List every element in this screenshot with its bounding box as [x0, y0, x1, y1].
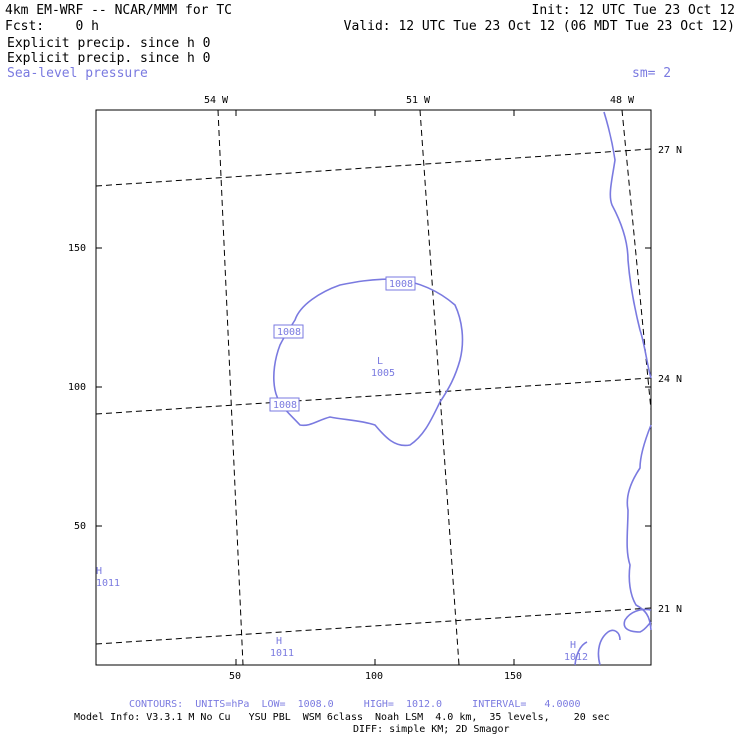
field-label-2: Explicit precip. since h 0	[7, 51, 211, 66]
lon-51w	[419, 109, 460, 666]
lat-21n	[95, 607, 652, 645]
high-symbol: H	[276, 636, 283, 647]
init-time: Init: 12 UTC Tue 23 Oct 12	[531, 3, 736, 18]
lon-54w	[217, 109, 244, 666]
latlon-grid	[95, 109, 652, 666]
contour-info: CONTOURS: UNITS=hPa LOW= 1008.0 HIGH= 10…	[129, 699, 581, 710]
lon-label: 51 W	[406, 95, 431, 106]
low-symbol: L	[377, 356, 384, 367]
contour-south-small	[597, 629, 621, 666]
contour-1008-low	[273, 278, 464, 447]
high-symbol: H	[96, 566, 103, 577]
x-tick-label: 50	[229, 671, 242, 682]
high-value: 1011	[270, 648, 295, 659]
high-value: 1011	[96, 578, 121, 589]
x-tick-label: 100	[365, 671, 384, 682]
lat-label: 24 N	[658, 374, 683, 385]
contour-label: 1008	[389, 279, 414, 290]
y-tick-label: 50	[74, 521, 87, 532]
field-label-slp: Sea-level pressure	[7, 66, 148, 81]
lat-24n	[95, 377, 652, 415]
contour-label: 1008	[273, 400, 298, 411]
contour-coast-mid	[626, 424, 652, 631]
x-tick-label: 150	[504, 671, 523, 682]
model-title: 4km EM-WRF -- NCAR/MMM for TC	[5, 3, 232, 18]
field-label-1: Explicit precip. since h 0	[7, 36, 211, 51]
model-info: Model Info: V3.3.1 M No Cu YSU PBL WSM 6…	[74, 712, 610, 723]
contour-label: 1008	[277, 327, 302, 338]
lat-label: 27 N	[658, 145, 683, 156]
high-value: 1012	[564, 652, 589, 663]
smoothing-label: sm= 2	[632, 66, 672, 81]
slp-contours	[273, 111, 652, 666]
valid-time: Valid: 12 UTC Tue 23 Oct 12 (06 MDT Tue …	[343, 19, 735, 34]
diff-info: DIFF: simple KM; 2D Smagor	[353, 724, 510, 735]
map-frame	[95, 109, 652, 666]
x-ticks	[96, 110, 651, 665]
contour-coast-south	[623, 608, 652, 633]
lon-48w	[621, 109, 652, 411]
lat-label: 21 N	[658, 604, 683, 615]
lon-label: 54 W	[204, 95, 229, 106]
forecast-hour: Fcst: 0 h	[5, 19, 99, 34]
contour-coast-north	[603, 111, 652, 379]
lon-label: 48 W	[610, 95, 635, 106]
y-tick-label: 150	[68, 243, 87, 254]
lat-27n	[95, 148, 652, 187]
high-symbol: H	[570, 640, 577, 651]
contour-south-small2	[574, 641, 588, 666]
low-value: 1005	[371, 368, 396, 379]
y-tick-label: 100	[68, 382, 87, 393]
